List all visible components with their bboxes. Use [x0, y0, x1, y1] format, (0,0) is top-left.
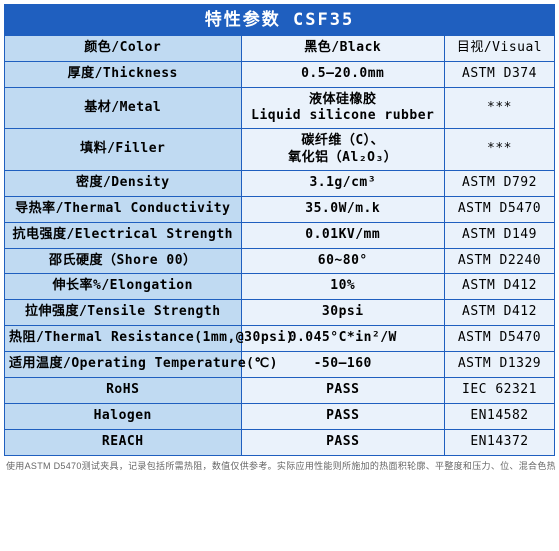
- test-method: EN14582: [445, 403, 555, 429]
- property-label: 厚度/Thickness: [5, 61, 242, 87]
- property-value: 碳纤维（C）、氧化铝（Al₂O₃）: [241, 129, 445, 171]
- property-label: 热阻/Thermal Resistance(1mm,@30psi): [5, 326, 242, 352]
- property-value: 液体硅橡胶Liquid silicone rubber: [241, 87, 445, 129]
- table-body: 颜色/Color黑色/Black目视/Visual厚度/Thickness0.5…: [5, 36, 555, 456]
- table-row: 适用温度/Operating Temperature(℃)-50–160ASTM…: [5, 352, 555, 378]
- test-method: ***: [445, 129, 555, 171]
- test-method: ASTM D5470: [445, 196, 555, 222]
- test-method: 目视/Visual: [445, 36, 555, 62]
- table-row: 拉伸强度/Tensile Strength30psiASTM D412: [5, 300, 555, 326]
- table-container: 特性参数 CSF35 颜色/Color黑色/Black目视/Visual厚度/T…: [4, 4, 555, 472]
- test-method: ASTM D2240: [445, 248, 555, 274]
- property-label: 密度/Density: [5, 170, 242, 196]
- table-row: 热阻/Thermal Resistance(1mm,@30psi)0.045°C…: [5, 326, 555, 352]
- table-row: 邵氏硬度（Shore 00）60~80°ASTM D2240: [5, 248, 555, 274]
- table-row: REACHPASSEN14372: [5, 429, 555, 455]
- property-value: PASS: [241, 378, 445, 404]
- table-row: RoHSPASSIEC 62321: [5, 378, 555, 404]
- property-label: REACH: [5, 429, 242, 455]
- property-value: 0.5–20.0mm: [241, 61, 445, 87]
- property-value: 3.1g/cm³: [241, 170, 445, 196]
- table-row: 密度/Density3.1g/cm³ASTM D792: [5, 170, 555, 196]
- test-method: ASTM D412: [445, 274, 555, 300]
- table-row: 厚度/Thickness0.5–20.0mmASTM D374: [5, 61, 555, 87]
- table-row: 抗电强度/Electrical Strength0.01KV/mmASTM D1…: [5, 222, 555, 248]
- property-label: 适用温度/Operating Temperature(℃): [5, 352, 242, 378]
- table-row: 导热率/Thermal Conductivity35.0W/m.kASTM D5…: [5, 196, 555, 222]
- footnote: 使用ASTM D5470测试夹具，记录包括所需热阻，数值仅供参考。实际应用性能则…: [4, 459, 555, 472]
- property-value: PASS: [241, 429, 445, 455]
- test-method: ASTM D149: [445, 222, 555, 248]
- property-label: RoHS: [5, 378, 242, 404]
- property-label: 拉伸强度/Tensile Strength: [5, 300, 242, 326]
- test-method: ASTM D1329: [445, 352, 555, 378]
- property-label: 填料/Filler: [5, 129, 242, 171]
- property-label: 邵氏硬度（Shore 00）: [5, 248, 242, 274]
- property-label: 抗电强度/Electrical Strength: [5, 222, 242, 248]
- property-value: 35.0W/m.k: [241, 196, 445, 222]
- test-method: ASTM D412: [445, 300, 555, 326]
- property-value: 30psi: [241, 300, 445, 326]
- table-row: 填料/Filler碳纤维（C）、氧化铝（Al₂O₃）***: [5, 129, 555, 171]
- property-label: 颜色/Color: [5, 36, 242, 62]
- table-title: 特性参数 CSF35: [5, 5, 555, 36]
- property-value: 60~80°: [241, 248, 445, 274]
- property-label: 基材/Metal: [5, 87, 242, 129]
- test-method: ASTM D374: [445, 61, 555, 87]
- property-label: 伸长率%/Elongation: [5, 274, 242, 300]
- test-method: IEC 62321: [445, 378, 555, 404]
- property-value: 0.01KV/mm: [241, 222, 445, 248]
- property-value: PASS: [241, 403, 445, 429]
- property-value: 10%: [241, 274, 445, 300]
- property-label: Halogen: [5, 403, 242, 429]
- table-row: 颜色/Color黑色/Black目视/Visual: [5, 36, 555, 62]
- property-value: 黑色/Black: [241, 36, 445, 62]
- test-method: ASTM D5470: [445, 326, 555, 352]
- table-row: HalogenPASSEN14582: [5, 403, 555, 429]
- table-row: 基材/Metal液体硅橡胶Liquid silicone rubber***: [5, 87, 555, 129]
- test-method: EN14372: [445, 429, 555, 455]
- spec-table: 特性参数 CSF35 颜色/Color黑色/Black目视/Visual厚度/T…: [4, 4, 555, 456]
- test-method: ***: [445, 87, 555, 129]
- test-method: ASTM D792: [445, 170, 555, 196]
- table-row: 伸长率%/Elongation10%ASTM D412: [5, 274, 555, 300]
- property-label: 导热率/Thermal Conductivity: [5, 196, 242, 222]
